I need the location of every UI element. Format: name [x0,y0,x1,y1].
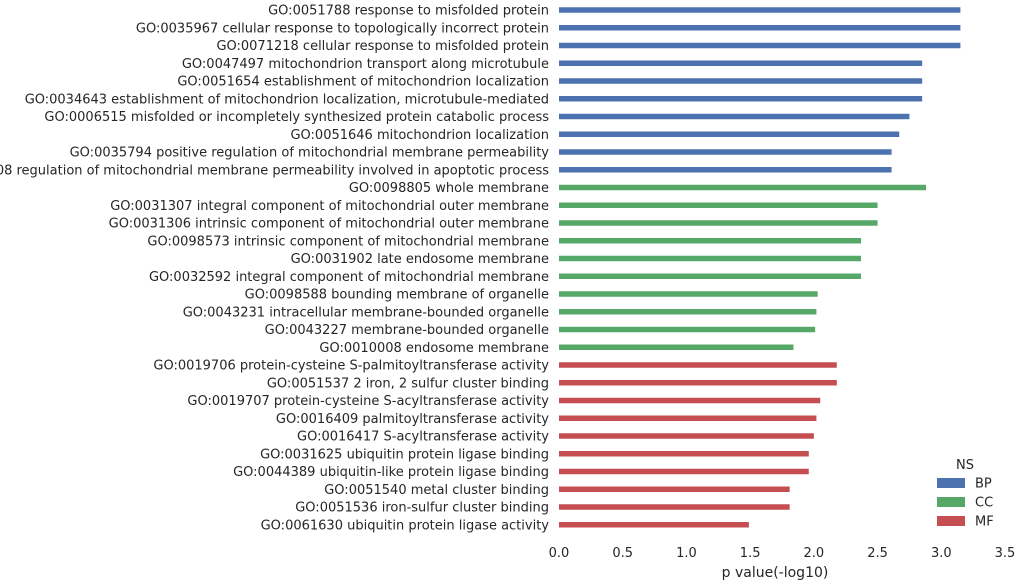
bar-bp [559,149,892,155]
legend-swatch-bp [937,478,965,488]
legend-label-mf: MF [975,515,994,530]
category-label: GO:0043231 intracellular membrane-bounde… [183,305,549,320]
x-tick-label: 1.0 [676,546,697,561]
category-label: GO:0098588 bounding membrane of organell… [245,288,549,303]
category-label: GO:0098573 intrinsic component of mitoch… [147,234,549,249]
category-label: GO:0035967 cellular response to topologi… [136,21,549,36]
legend-swatch-mf [937,516,965,526]
category-label: GO:0051536 iron-sulfur cluster binding [295,501,549,516]
legend: NS BP CC MF [937,458,994,530]
category-labels: GO:0051788 response to misfolded protein… [0,4,549,534]
bar-cc [559,273,862,279]
bar-cc [559,309,817,315]
bar-cc [559,184,926,191]
bar-bp [559,25,961,31]
bar-mf [559,397,821,404]
category-label: GO:0051646 mitochondrion localization [290,128,549,143]
bar-cc [559,344,794,350]
bar-bp [559,60,923,66]
category-label: GO:0044389 ubiquitin-like protein ligase… [233,465,549,480]
category-label: GO:0051540 metal cluster binding [324,483,549,498]
bar-cc [559,202,878,208]
legend-label-cc: CC [975,496,993,511]
category-label: GO:1902108 regulation of mitochondrial m… [0,163,549,178]
bar-bp [559,7,961,13]
legend-label-bp: BP [975,477,992,492]
category-label: GO:0035794 positive regulation of mitoch… [70,146,550,161]
category-label: GO:0031307 integral component of mitocho… [110,199,549,214]
legend-items: BP CC MF [937,477,994,530]
bar-mf [559,415,817,421]
bar-mf [559,362,837,368]
category-label: GO:0034643 establishment of mitochondrio… [25,92,549,107]
x-tick-label: 1.5 [740,546,761,561]
x-tick-label: 0.5 [612,546,633,561]
bar-mf [559,468,809,475]
legend-title: NS [956,458,974,473]
category-label: GO:0051537 2 iron, 2 sulfur cluster bind… [267,376,549,391]
bar-bp [559,96,923,102]
bar-mf [559,380,837,386]
category-label: GO:0098805 whole membrane [349,181,549,196]
category-label: GO:0019707 protein-cysteine S-acyltransf… [187,394,549,409]
bar-cc [559,220,878,226]
bar-bp [559,42,961,49]
x-tick-label: 2.5 [867,546,888,561]
category-label: GO:0006515 misfolded or incompletely syn… [44,110,549,125]
x-axis-label: p value(-log10) [722,565,829,581]
x-tick-label: 2.0 [804,546,825,561]
bar-mf [559,433,814,439]
bar-mf [559,451,809,457]
bars-layer [559,7,961,528]
bar-cc [559,326,816,333]
category-label: GO:0031625 ubiquitin protein ligase bind… [260,447,549,462]
category-label: GO:0010008 endosome membrane [319,341,549,356]
bar-bp [559,113,910,120]
bar-bp [559,78,923,84]
bar-bp [559,131,900,137]
category-label: GO:0071218 cellular response to misfolde… [216,39,549,54]
bar-cc [559,238,862,244]
category-label: GO:0019706 protein-cysteine S-palmitoylt… [153,359,549,374]
category-label: GO:0032592 integral component of mitocho… [149,270,549,285]
x-tick-label: 0.0 [549,546,570,561]
bar-mf [559,486,790,492]
x-axis-ticks: 0.0 0.5 1.0 1.5 2.0 2.5 3.0 3.5 [549,546,1016,561]
bar-cc [559,255,862,262]
legend-swatch-cc [937,497,965,507]
bar-bp [559,167,892,173]
bar-mf [559,522,749,528]
bar-cc [559,291,818,297]
category-label: GO:0061630 ubiquitin protein ligase acti… [261,518,550,533]
bar-mf [559,504,790,510]
category-label: GO:0016417 S-acyltransferase activity [297,430,549,445]
category-label: GO:0016409 palmitoyltransferase activity [276,412,549,427]
x-tick-label: 3.5 [995,546,1016,561]
x-tick-label: 3.0 [931,546,952,561]
category-label: GO:0051788 response to misfolded protein [268,4,549,19]
category-label: GO:0043227 membrane-bounded organelle [265,323,549,338]
category-label: GO:0031902 late endosome membrane [291,252,549,267]
category-label: GO:0031306 intrinsic component of mitoch… [109,217,549,232]
category-label: GO:0047497 mitochondrion transport along… [182,57,549,72]
category-label: GO:0051654 establishment of mitochondrio… [177,75,549,90]
